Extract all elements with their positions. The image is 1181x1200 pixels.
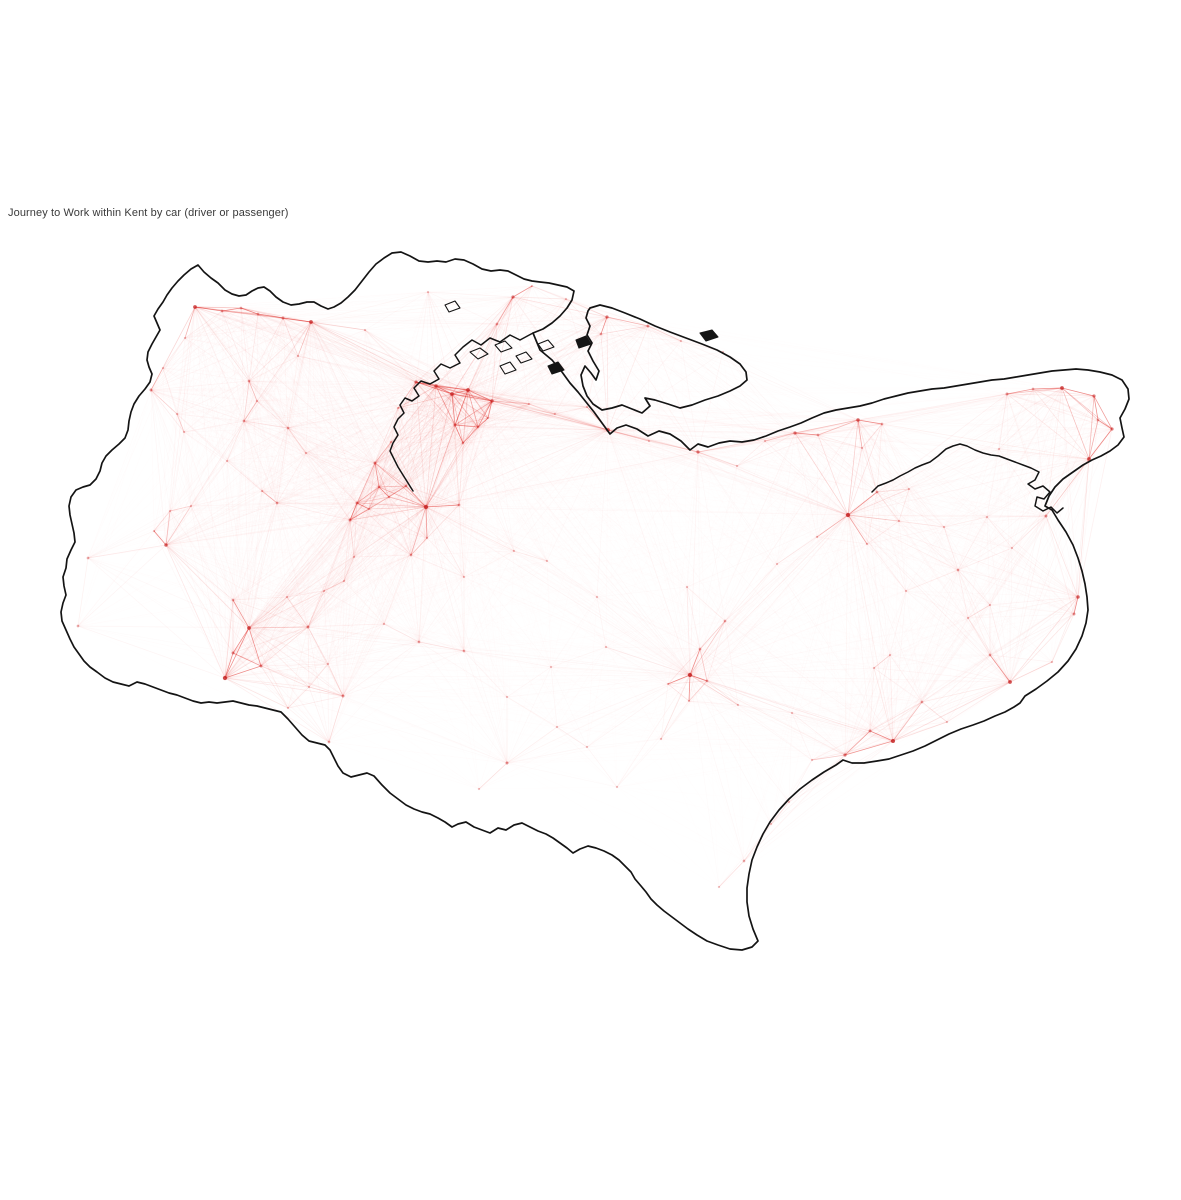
- boundary-layer: [60, 251, 1130, 951]
- map-title: Journey to Work within Kent by car (driv…: [8, 207, 289, 219]
- flow-lines-layer: [77, 285, 1113, 888]
- node-dots-layer: [76, 284, 1114, 889]
